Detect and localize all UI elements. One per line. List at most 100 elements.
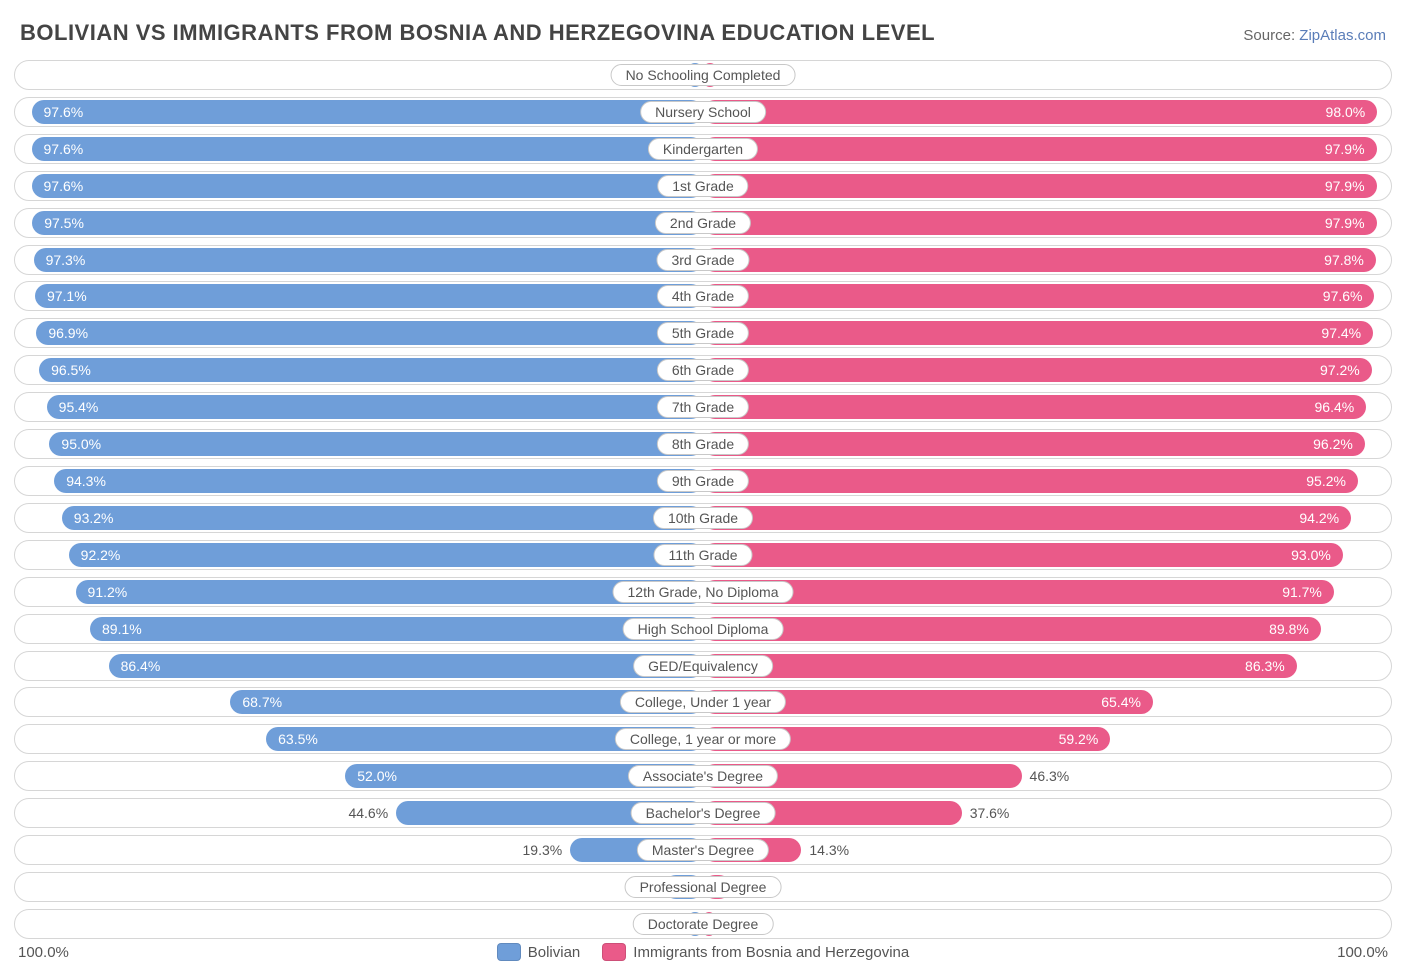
category-label: 12th Grade, No Diploma: [613, 581, 794, 603]
bar-value-right: 97.9%: [1325, 215, 1365, 231]
bar-value-left: 94.3%: [66, 473, 106, 489]
bar-value-right: 89.8%: [1269, 621, 1309, 637]
bar-left: 97.6%: [32, 137, 703, 161]
bar-value-left: 97.5%: [44, 215, 84, 231]
bar-value-left: 97.6%: [44, 178, 84, 194]
bar-left: 92.2%: [69, 543, 703, 567]
bar-left: 91.2%: [76, 580, 703, 604]
bar-right: 97.9%: [703, 137, 1377, 161]
bar-row: 2.4%1.7%Doctorate Degree: [14, 909, 1392, 939]
bar-left: 96.5%: [39, 358, 703, 382]
legend-label-left: Bolivian: [528, 944, 581, 961]
bar-row: 86.4% 86.3% GED/Equivalency: [14, 651, 1392, 681]
bar-row: 97.3% 97.8% 3rd Grade: [14, 245, 1392, 275]
bar-row: 95.0% 96.2% 8th Grade: [14, 429, 1392, 459]
bar-value-left: 95.0%: [61, 436, 101, 452]
bar-left: 95.0%: [49, 432, 703, 456]
bar-value-right: 59.2%: [1059, 731, 1099, 747]
bar-value-right: 46.3%: [1030, 768, 1070, 784]
bar-value-left: 97.3%: [46, 252, 86, 268]
bar-row: 97.6% 98.0%Nursery School: [14, 97, 1392, 127]
bar-value-right: 86.3%: [1245, 658, 1285, 674]
legend-item-left: Bolivian: [497, 943, 581, 961]
axis-max-right: 100.0%: [1308, 944, 1388, 961]
bar-right: 97.9%: [703, 174, 1377, 198]
category-label: 5th Grade: [657, 322, 749, 344]
bar-right: 97.4%: [703, 321, 1373, 345]
bar-row: 97.1%97.6%4th Grade: [14, 281, 1392, 311]
bar-value-left: 96.9%: [48, 325, 88, 341]
category-label: 8th Grade: [657, 433, 749, 455]
source-link[interactable]: ZipAtlas.com: [1299, 27, 1386, 44]
category-label: 1st Grade: [657, 175, 748, 197]
legend-item-right: Immigrants from Bosnia and Herzegovina: [602, 943, 909, 961]
axis-max-left: 100.0%: [18, 944, 98, 961]
bar-value-right: 14.3%: [809, 842, 849, 858]
bar-row: 52.0%46.3%Associate's Degree: [14, 761, 1392, 791]
category-label: Master's Degree: [637, 839, 769, 861]
bar-value-left: 97.6%: [44, 104, 84, 120]
bar-left: 97.6%: [32, 100, 703, 124]
bar-row: 97.6% 97.9% Kindergarten: [14, 134, 1392, 164]
legend-swatch-left: [497, 943, 521, 961]
bar-left: 95.4%: [47, 395, 703, 419]
bar-left: 94.3%: [54, 469, 703, 493]
bar-row: 97.5% 97.9% 2nd Grade: [14, 208, 1392, 238]
bar-row: 5.6%4.0%Professional Degree: [14, 872, 1392, 902]
bar-row: 94.3% 95.2% 9th Grade: [14, 466, 1392, 496]
bar-right: 93.0%: [703, 543, 1343, 567]
bar-value-right: 96.2%: [1313, 436, 1353, 452]
bar-right: 97.8%: [703, 248, 1376, 272]
source-prefix: Source:: [1243, 27, 1299, 44]
bar-value-left: 92.2%: [81, 547, 121, 563]
bar-row: 19.3% 14.3% Master's Degree: [14, 835, 1392, 865]
bar-right: 94.2%: [703, 506, 1351, 530]
bar-value-right: 37.6%: [970, 805, 1010, 821]
bar-value-right: 94.2%: [1299, 510, 1339, 526]
bar-right: 89.8%: [703, 617, 1321, 641]
bar-value-right: 97.9%: [1325, 141, 1365, 157]
header: BOLIVIAN VS IMMIGRANTS FROM BOSNIA AND H…: [14, 20, 1392, 60]
category-label: GED/Equivalency: [633, 655, 773, 677]
bar-value-right: 95.2%: [1306, 473, 1346, 489]
bar-value-left: 63.5%: [278, 731, 318, 747]
category-label: 4th Grade: [657, 285, 749, 307]
bar-row: 96.9% 97.4%5th Grade: [14, 318, 1392, 348]
bar-row: 91.2%91.7%12th Grade, No Diploma: [14, 577, 1392, 607]
bar-right: 97.2%: [703, 358, 1372, 382]
bar-left: 89.1%: [90, 617, 703, 641]
category-label: 2nd Grade: [655, 212, 751, 234]
category-label: College, 1 year or more: [615, 728, 791, 750]
bar-right: 91.7%: [703, 580, 1334, 604]
category-label: Associate's Degree: [628, 765, 778, 787]
bar-right: 97.9%: [703, 211, 1377, 235]
category-label: Kindergarten: [648, 138, 758, 160]
legend-label-right: Immigrants from Bosnia and Herzegovina: [633, 944, 909, 961]
category-label: 3rd Grade: [656, 249, 749, 271]
bar-value-left: 97.1%: [47, 288, 87, 304]
category-label: 9th Grade: [657, 470, 749, 492]
bar-value-right: 97.9%: [1325, 178, 1365, 194]
bar-value-left: 19.3%: [523, 842, 563, 858]
chart-container: BOLIVIAN VS IMMIGRANTS FROM BOSNIA AND H…: [0, 0, 1406, 975]
category-label: Nursery School: [640, 101, 766, 123]
category-label: 10th Grade: [653, 507, 753, 529]
bar-value-left: 93.2%: [74, 510, 114, 526]
category-label: 11th Grade: [653, 544, 752, 566]
bar-value-left: 96.5%: [51, 362, 91, 378]
chart-title: BOLIVIAN VS IMMIGRANTS FROM BOSNIA AND H…: [20, 20, 935, 46]
category-label: College, Under 1 year: [620, 691, 786, 713]
bar-row: 96.5%97.2%6th Grade: [14, 355, 1392, 385]
bar-value-right: 93.0%: [1291, 547, 1331, 563]
bar-right: 95.2%: [703, 469, 1358, 493]
bar-value-right: 97.2%: [1320, 362, 1360, 378]
bar-value-left: 95.4%: [59, 399, 99, 415]
bar-value-left: 89.1%: [102, 621, 142, 637]
bar-value-left: 86.4%: [121, 658, 161, 674]
bar-right: 98.0%: [703, 100, 1377, 124]
bar-right: 86.3%: [703, 654, 1297, 678]
bar-left: 96.9%: [36, 321, 703, 345]
bar-left: 97.3%: [34, 248, 703, 272]
bar-value-right: 97.8%: [1324, 252, 1364, 268]
category-label: Doctorate Degree: [633, 913, 774, 935]
